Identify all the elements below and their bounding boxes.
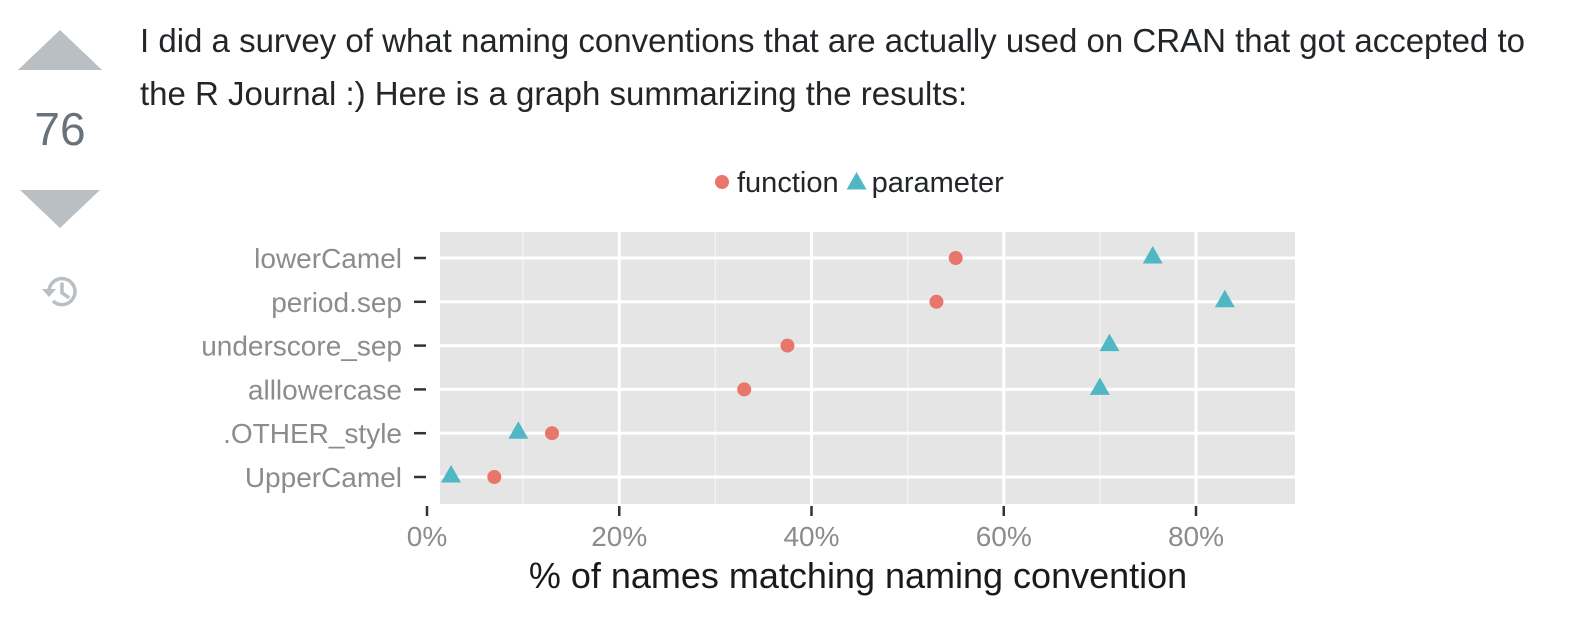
data-points (441, 246, 1235, 484)
x-tick-label: 0% (407, 521, 447, 552)
parameter-point (1214, 289, 1235, 308)
upvote-button[interactable] (18, 30, 102, 70)
legend-label: parameter (872, 167, 1005, 199)
x-tick-label: 20% (591, 521, 647, 552)
downvote-arrow-icon (20, 190, 100, 228)
y-tick-label: UpperCamel (245, 462, 402, 493)
x-tick-label: 40% (783, 521, 839, 552)
parameter-legend-marker (846, 172, 867, 190)
parameter-point (441, 465, 462, 483)
function-point (544, 426, 559, 441)
history-icon (42, 276, 77, 307)
plot-background (440, 232, 1295, 504)
plot-panel (440, 232, 1295, 504)
function-point (948, 251, 963, 265)
answer-body-text: I did a survey of what naming convention… (140, 22, 1525, 112)
y-axis: lowerCamel period.sep underscore_sepalllow… (201, 243, 426, 493)
upvote-arrow-icon (18, 30, 102, 70)
function-legend-marker (715, 175, 729, 189)
function-point (780, 338, 795, 353)
y-tick-label: underscore_sep (201, 331, 402, 362)
x-tick-label: 80% (1168, 521, 1224, 552)
x-axis-title: % of names matching naming convention (529, 555, 1187, 596)
parameter-point (508, 421, 529, 439)
x-axis: 0% 20% 40% 60% 80% (407, 506, 1224, 552)
function-point (929, 294, 944, 309)
naming-convention-chart: function parameter lowerCamel period.sep un… (201, 167, 1295, 596)
downvote-button[interactable] (20, 190, 100, 228)
function-point (487, 470, 502, 484)
vote-score: 76 (34, 103, 86, 155)
y-tick-label: .OTHER_style (223, 418, 402, 449)
chart-legend: function parameter (715, 167, 1004, 199)
x-tick-label: 60% (976, 521, 1032, 552)
parameter-point (1142, 246, 1163, 264)
y-tick-label: alllowercase (248, 374, 402, 405)
y-tick-label: lowerCamel (254, 243, 402, 274)
history-button[interactable] (38, 272, 82, 315)
parameter-point (1089, 377, 1110, 395)
function-point (737, 382, 752, 397)
parameter-point (1099, 333, 1120, 352)
y-tick-label: period.sep (271, 287, 402, 318)
vote-column: 76 (18, 30, 102, 315)
legend-label: function (737, 167, 839, 199)
